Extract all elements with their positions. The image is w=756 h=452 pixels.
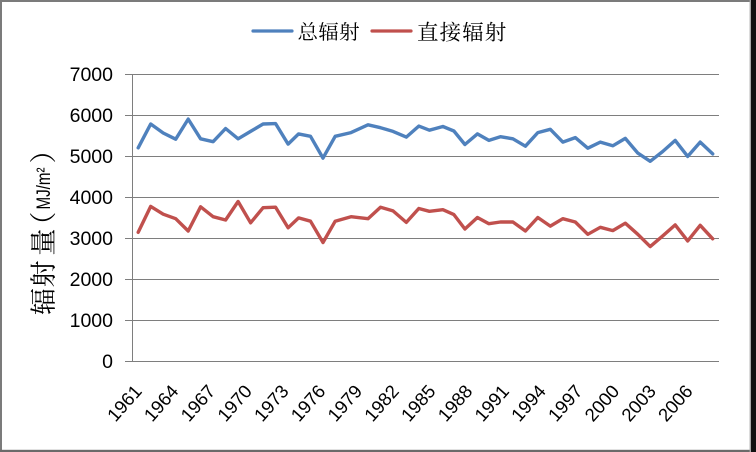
svg-text:6000: 6000 — [70, 105, 114, 127]
svg-text:MJ/m²: MJ/m² — [34, 168, 55, 210]
svg-text:3000: 3000 — [70, 228, 114, 250]
svg-text:0: 0 — [102, 351, 113, 373]
svg-text:2000: 2000 — [70, 269, 114, 291]
svg-text:4000: 4000 — [70, 187, 114, 209]
svg-text:5000: 5000 — [70, 146, 114, 168]
svg-text:1000: 1000 — [70, 310, 114, 332]
svg-text:7000: 7000 — [70, 64, 114, 86]
